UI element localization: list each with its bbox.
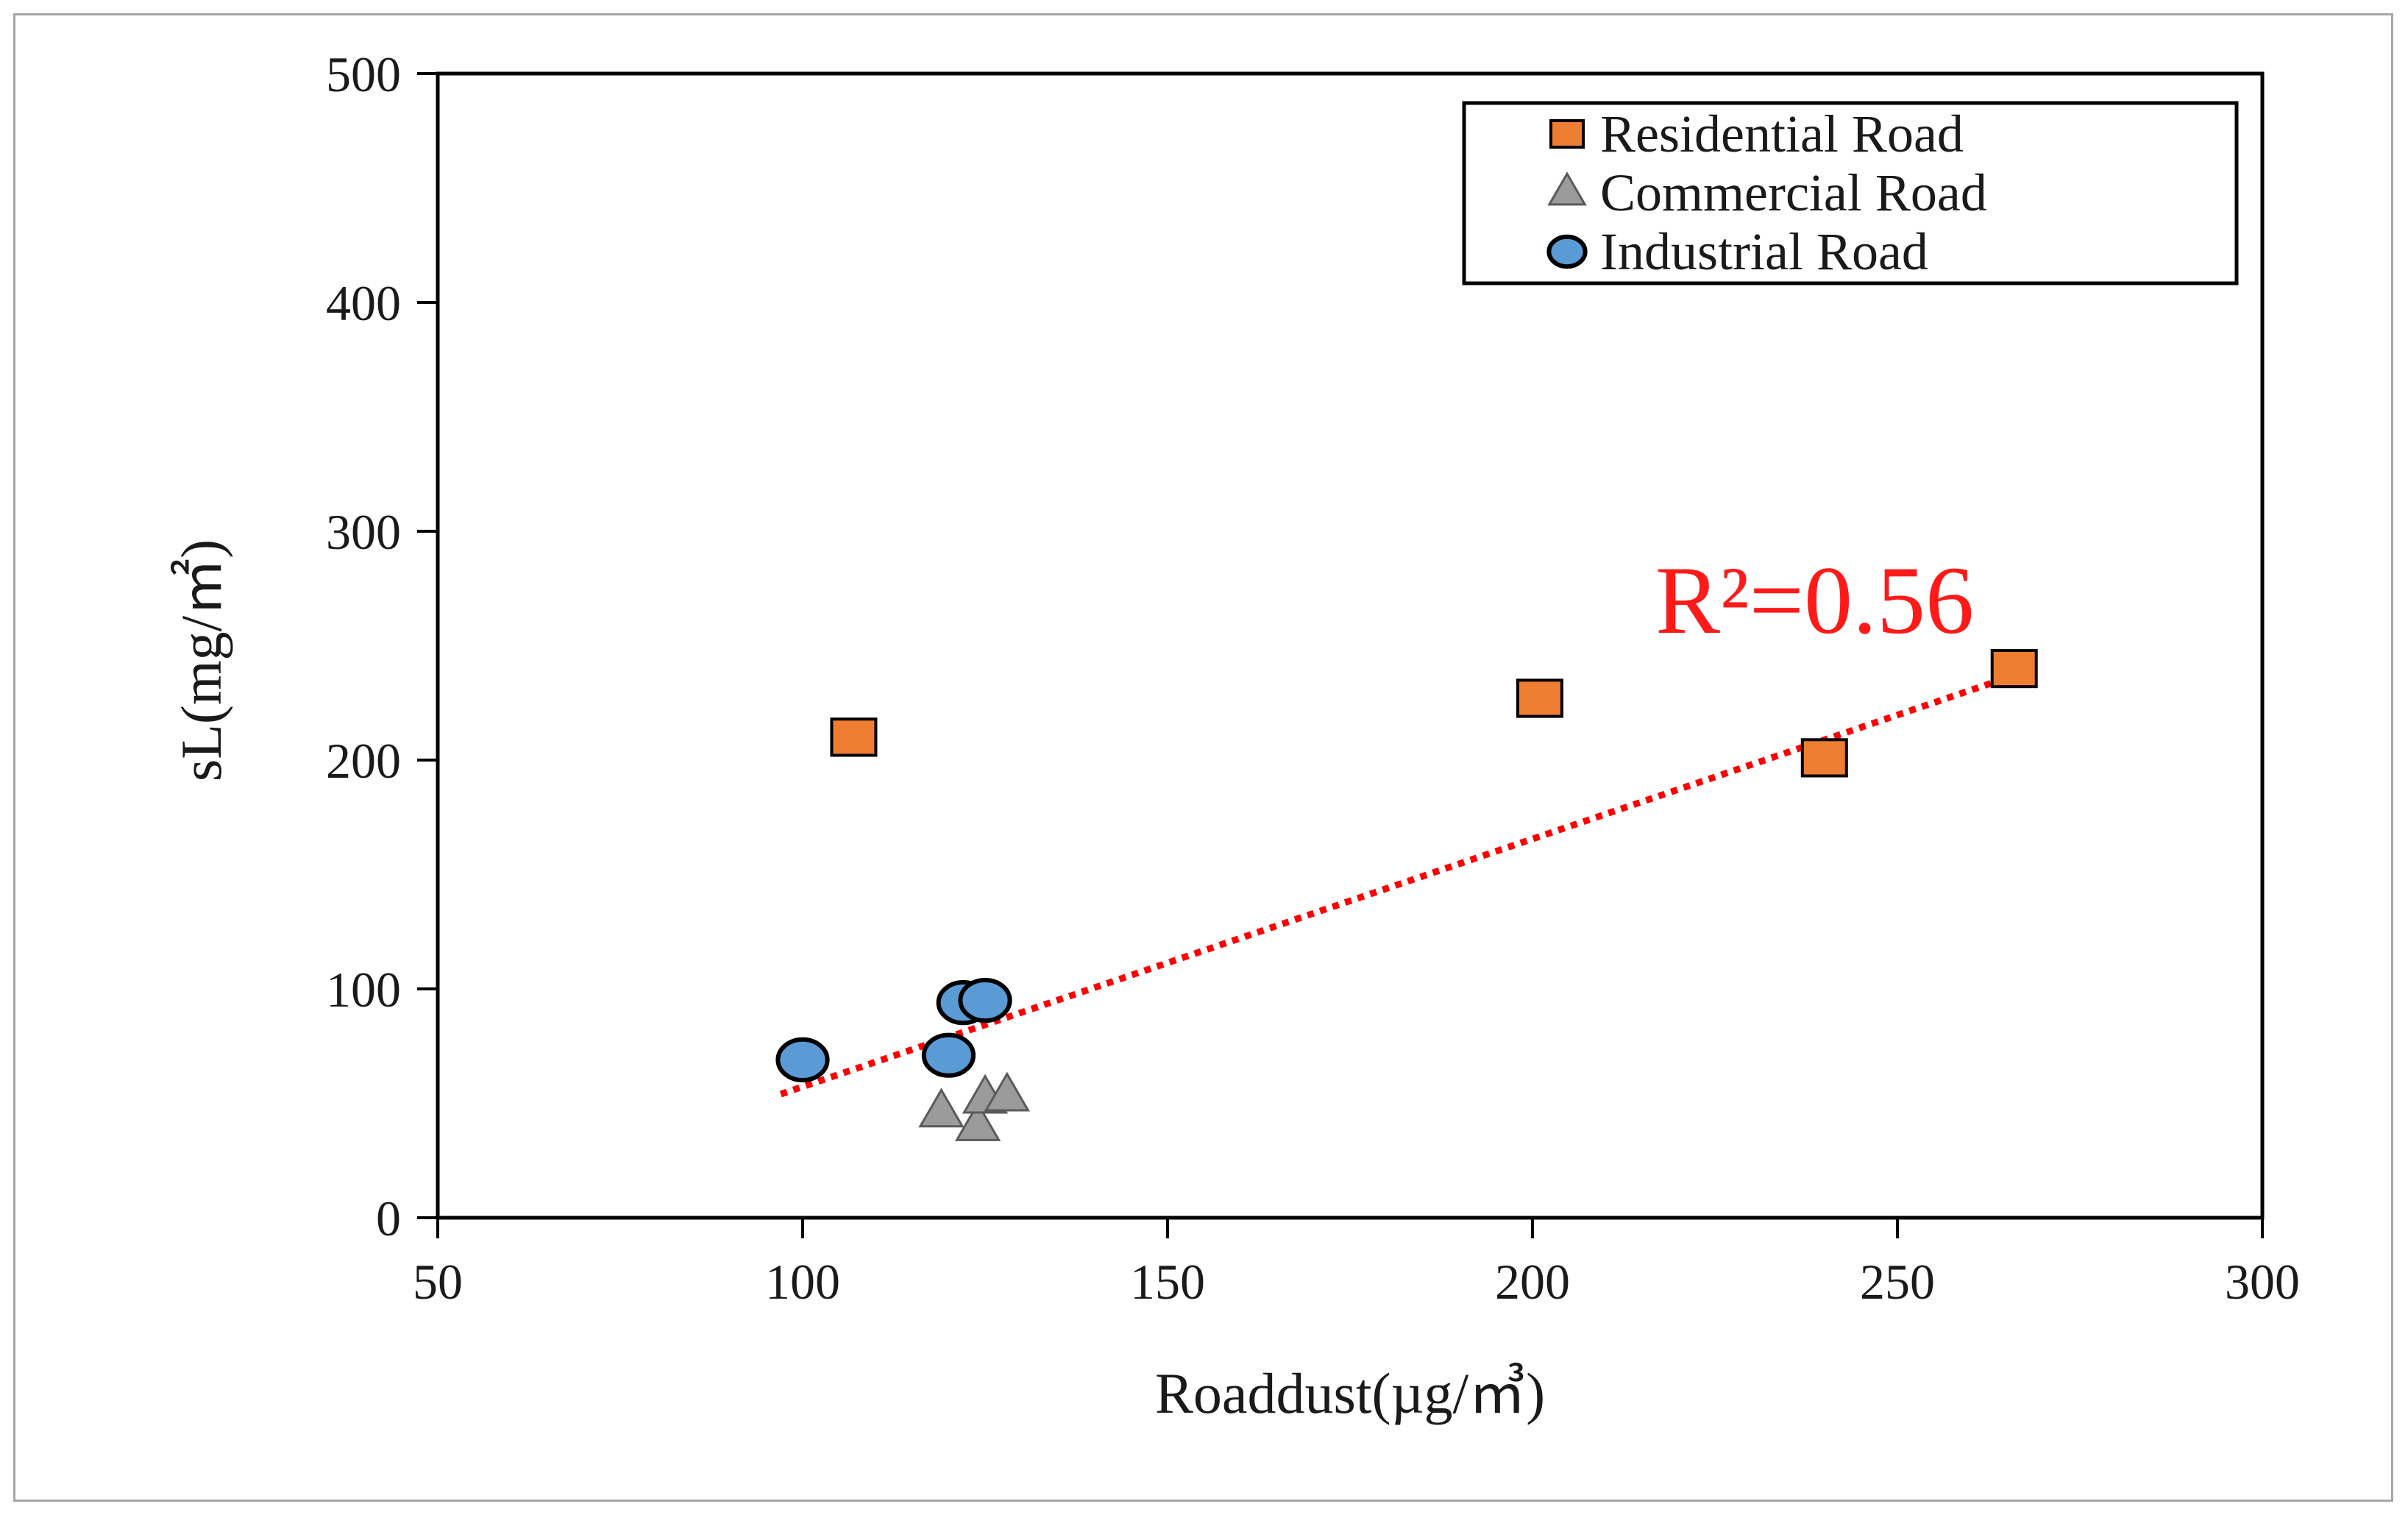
square-point-residential-road: [1516, 678, 1563, 718]
legend-marker-commercial-road: [1547, 171, 1587, 206]
legend-marker-industrial-road: [1546, 234, 1588, 269]
x-axis-title: Roaddust(µg/㎥): [1155, 1361, 1545, 1425]
circle-point-industrial-road: [958, 977, 1012, 1023]
y-tick-label: 500: [326, 46, 401, 102]
square-point-residential-road: [830, 717, 878, 757]
x-axis-ticks: 50 100 150 200 250 300: [413, 1218, 2300, 1310]
plot-area: [436, 71, 2265, 1220]
y-tick-label: 100: [326, 962, 401, 1018]
circle-point-industrial-road: [921, 1032, 976, 1078]
y-axis-title: sL(mg/㎡): [169, 539, 233, 781]
legend-box: [1462, 101, 2239, 285]
x-tick-label: 300: [2225, 1254, 2300, 1310]
x-tick-label: 250: [1860, 1254, 1935, 1310]
data-points: [775, 649, 2038, 1141]
legend-label: Industrial Road: [1600, 222, 1928, 281]
trendline-group: [779, 672, 2016, 1098]
y-tick-label: 300: [326, 504, 401, 560]
square-point-residential-road: [1990, 649, 2038, 689]
x-tick-label: 200: [1495, 1254, 1570, 1310]
triangle-point-commercial-road: [954, 1101, 1001, 1141]
triangle-point-commercial-road: [918, 1088, 965, 1128]
legend-label: Residential Road: [1600, 104, 1964, 163]
circle-point-industrial-road: [775, 1037, 830, 1083]
y-tick-label: 0: [376, 1191, 401, 1246]
legend-marker-residential-road: [1549, 118, 1585, 149]
square-point-residential-road: [1800, 738, 1848, 778]
x-tick-label: 50: [413, 1254, 463, 1310]
y-tick-label: 200: [326, 733, 401, 789]
y-tick-label: 400: [326, 275, 401, 331]
y-axis-ticks: 0 100 200 300 400 500: [326, 46, 438, 1246]
triangle-point-commercial-road: [984, 1071, 1030, 1112]
r-squared-label: R²=0.56: [1655, 546, 1974, 654]
x-tick-label: 150: [1130, 1254, 1205, 1310]
x-tick-label: 100: [765, 1254, 840, 1310]
legend-label: Commercial Road: [1600, 163, 1987, 222]
trendline: [779, 672, 2016, 1098]
